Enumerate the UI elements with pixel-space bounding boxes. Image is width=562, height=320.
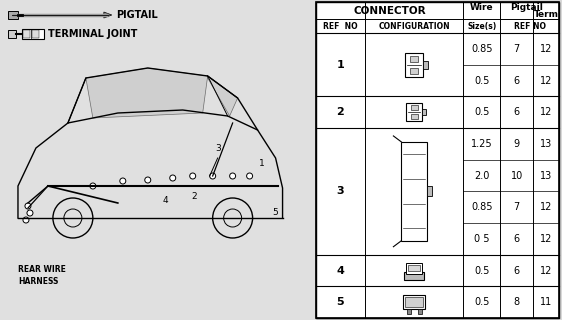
Text: 0.5: 0.5: [474, 297, 490, 307]
Bar: [423, 61, 428, 69]
Text: 6: 6: [514, 234, 520, 244]
Circle shape: [210, 173, 216, 179]
Bar: [8, 30, 16, 38]
Bar: [404, 295, 425, 309]
Text: 0.5: 0.5: [474, 76, 490, 85]
Text: 12: 12: [540, 202, 552, 212]
Text: 8: 8: [514, 297, 520, 307]
Text: 7: 7: [514, 44, 520, 54]
Text: 12: 12: [540, 76, 552, 85]
Text: 2: 2: [191, 191, 197, 201]
Text: 3: 3: [337, 186, 345, 196]
Bar: [411, 114, 418, 119]
Text: 1: 1: [337, 60, 345, 70]
Bar: [315, 2, 559, 318]
Bar: [422, 109, 427, 115]
Text: REF  NO: REF NO: [323, 21, 358, 30]
Bar: [0, 0, 315, 320]
Text: 6: 6: [514, 107, 520, 117]
Text: 9: 9: [514, 139, 520, 149]
Circle shape: [145, 177, 151, 183]
Bar: [410, 56, 418, 62]
Circle shape: [230, 173, 235, 179]
Text: 0.5: 0.5: [474, 107, 490, 117]
Bar: [22, 29, 44, 39]
Text: 2.0: 2.0: [474, 171, 490, 180]
Bar: [405, 53, 423, 77]
Text: Size(s): Size(s): [467, 21, 496, 30]
Bar: [315, 2, 559, 318]
Text: 1.25: 1.25: [471, 139, 492, 149]
Polygon shape: [104, 12, 112, 18]
Bar: [32, 30, 39, 38]
Bar: [411, 105, 418, 110]
Text: 6: 6: [514, 266, 520, 276]
Text: Term: Term: [534, 10, 559, 19]
Text: 6: 6: [514, 76, 520, 85]
Bar: [407, 309, 411, 314]
Text: 12: 12: [540, 107, 552, 117]
Circle shape: [25, 203, 31, 209]
Text: 2: 2: [337, 107, 345, 117]
Text: 3: 3: [215, 143, 220, 153]
Text: 12: 12: [540, 266, 552, 276]
Polygon shape: [208, 76, 238, 116]
Text: 12: 12: [540, 234, 552, 244]
Bar: [427, 186, 432, 196]
Circle shape: [170, 175, 176, 181]
Text: 0.5: 0.5: [474, 266, 490, 276]
Circle shape: [27, 210, 33, 216]
Text: CONNECTOR: CONNECTOR: [353, 5, 425, 15]
Bar: [406, 103, 422, 121]
Text: PIGTAIL: PIGTAIL: [116, 10, 157, 20]
Text: 7: 7: [514, 202, 520, 212]
Circle shape: [23, 217, 29, 223]
Bar: [406, 262, 422, 274]
Text: 10: 10: [510, 171, 523, 180]
Bar: [23, 30, 30, 38]
Text: 5: 5: [337, 297, 345, 307]
Bar: [401, 142, 427, 241]
Text: 0 5: 0 5: [474, 234, 490, 244]
Text: 13: 13: [540, 139, 552, 149]
Text: Wire: Wire: [470, 3, 493, 12]
Bar: [8, 11, 18, 19]
Text: REF NO: REF NO: [514, 21, 546, 30]
Text: TERMINAL JOINT: TERMINAL JOINT: [48, 29, 137, 39]
Circle shape: [190, 173, 196, 179]
Text: 13: 13: [540, 171, 552, 180]
Text: Pigtail: Pigtail: [510, 3, 543, 12]
Text: 11: 11: [540, 297, 552, 307]
Text: REAR WIRE
HARNESS: REAR WIRE HARNESS: [18, 265, 66, 286]
Text: CONFIGURATION: CONFIGURATION: [379, 21, 450, 30]
Text: 1: 1: [259, 158, 265, 167]
Circle shape: [90, 183, 96, 189]
Circle shape: [247, 173, 252, 179]
Text: 4: 4: [163, 196, 169, 204]
Text: 4: 4: [337, 266, 345, 276]
Text: 5: 5: [273, 207, 278, 217]
Circle shape: [120, 178, 126, 184]
Text: 12: 12: [540, 44, 552, 54]
Bar: [418, 309, 422, 314]
Bar: [405, 271, 424, 279]
Bar: [409, 265, 420, 270]
Text: 0.85: 0.85: [471, 44, 492, 54]
Polygon shape: [86, 68, 208, 118]
Text: 0.85: 0.85: [471, 202, 492, 212]
Bar: [405, 297, 423, 307]
Bar: [410, 68, 418, 74]
